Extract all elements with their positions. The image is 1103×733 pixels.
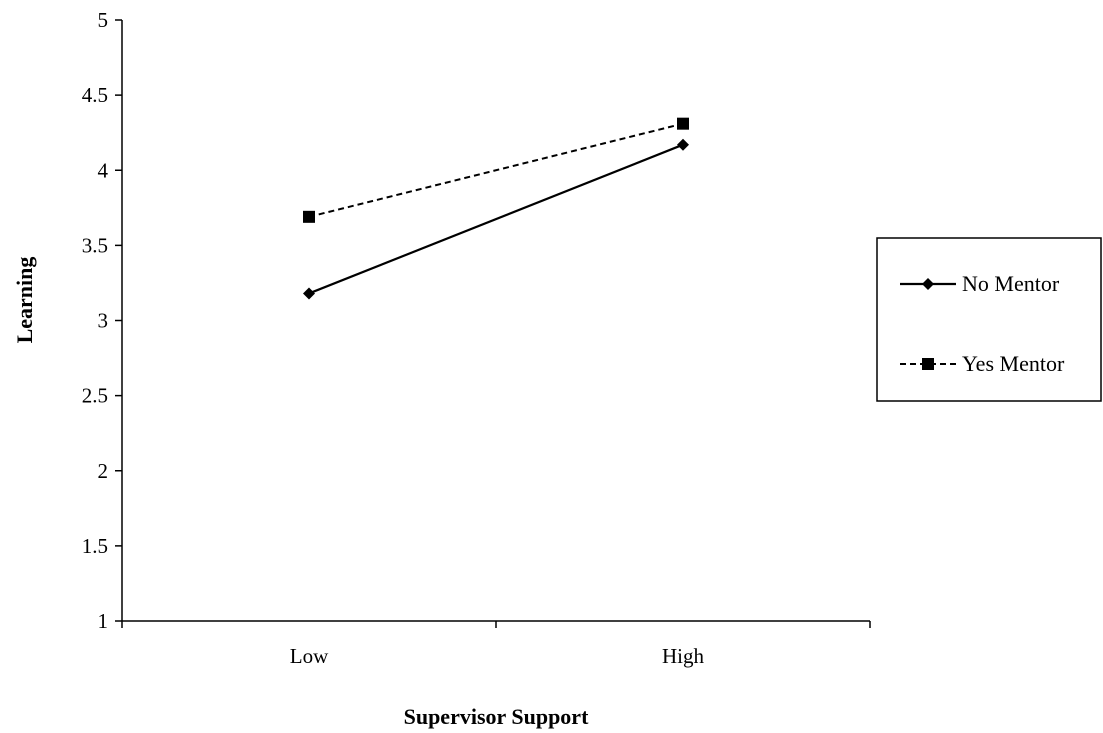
x-tick-label: Low: [290, 644, 329, 668]
axes: 1 1.5 2 2.5 3 3.5 4 4.5 5 Low High: [82, 8, 871, 668]
x-axis-title: Supervisor Support: [404, 704, 589, 729]
data-point-yes-mentor: [677, 117, 689, 130]
y-tick-label: 3.5: [82, 233, 108, 257]
y-tick-label: 4.5: [82, 83, 108, 107]
y-tick-label: 5: [98, 8, 109, 32]
y-tick-label: 1.5: [82, 534, 108, 558]
legend-label-yes-mentor: Yes Mentor: [962, 351, 1065, 376]
y-axis-title: Learning: [12, 257, 37, 344]
x-tick-label: High: [662, 644, 705, 668]
series-line-yes-mentor: [308, 122, 684, 218]
legend-marker-yes-mentor: [922, 358, 934, 370]
data-point-no-mentor: [677, 138, 689, 151]
y-tick-label: 2.5: [82, 384, 108, 408]
series-layer: [303, 117, 689, 300]
legend-label-no-mentor: No Mentor: [962, 271, 1060, 296]
legend: No Mentor Yes Mentor: [876, 237, 1102, 402]
series-line-no-mentor: [308, 143, 684, 295]
data-point-no-mentor: [303, 287, 315, 300]
legend-box: [876, 237, 1102, 402]
y-tick-label: 1: [98, 609, 109, 633]
y-tick-label: 2: [98, 459, 109, 483]
y-tick-label: 4: [98, 158, 109, 182]
legend-marker-no-mentor: [922, 278, 934, 290]
y-tick-label: 3: [98, 309, 109, 333]
data-point-yes-mentor: [303, 210, 315, 223]
